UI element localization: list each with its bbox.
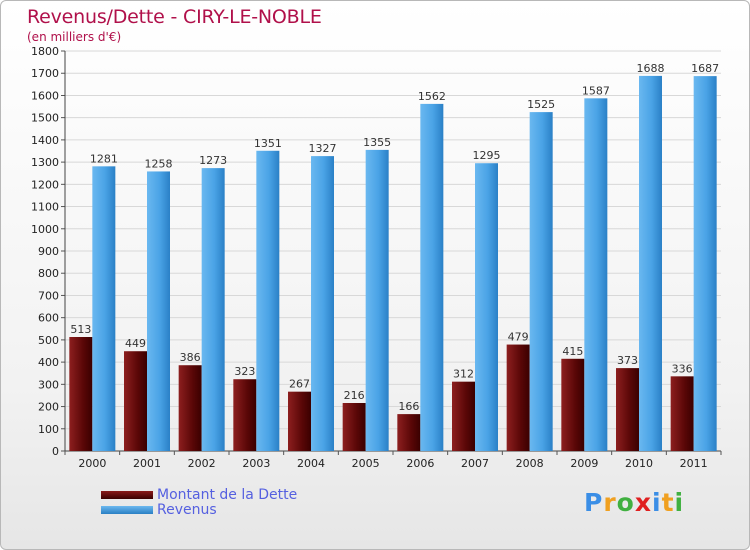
y-tick-label: 1700 <box>31 67 59 80</box>
bar-dette <box>69 337 93 451</box>
y-tick-label: 600 <box>38 312 59 325</box>
bar-revenus <box>475 163 498 451</box>
y-tick-label: 1800 <box>31 45 59 58</box>
x-tick-label: 2000 <box>78 457 106 470</box>
bar-revenus <box>92 166 116 452</box>
bar-revenus <box>420 103 444 451</box>
y-tick-label: 0 <box>52 445 59 458</box>
bar-dette <box>561 358 585 451</box>
y-tick-label: 300 <box>38 378 59 391</box>
bar-dette <box>452 381 475 451</box>
logo-letter: P <box>584 488 604 517</box>
data-label: 1688 <box>637 62 665 75</box>
y-tick-label: 1100 <box>31 201 59 214</box>
data-label: 386 <box>180 351 201 364</box>
data-label: 312 <box>453 368 474 381</box>
bar-revenus <box>365 149 389 451</box>
x-tick-label: 2001 <box>133 457 161 470</box>
data-label: 1525 <box>527 98 555 111</box>
data-label: 216 <box>344 389 365 402</box>
x-tick-label: 2007 <box>461 457 489 470</box>
legend-item-revenus: Revenus <box>101 502 217 518</box>
y-tick-label: 1400 <box>31 134 59 147</box>
data-label: 336 <box>672 362 693 375</box>
data-label: 1351 <box>254 137 282 150</box>
bar-dette <box>233 379 257 451</box>
y-tick-label: 900 <box>38 245 59 258</box>
logo-letter: i <box>652 488 662 517</box>
x-tick-label: 2003 <box>242 457 270 470</box>
y-tick-label: 100 <box>38 423 59 436</box>
bar-revenus <box>147 171 170 451</box>
bar-revenus <box>201 168 225 451</box>
data-label: 1355 <box>363 136 391 149</box>
logo-letter: o <box>616 488 635 517</box>
data-label: 1687 <box>691 62 719 75</box>
logo-letter: r <box>603 488 617 517</box>
legend-swatch-dette <box>101 491 153 499</box>
x-tick-label: 2011 <box>680 457 708 470</box>
data-label: 1587 <box>582 84 610 97</box>
x-tick-label: 2009 <box>570 457 598 470</box>
y-tick-label: 1500 <box>31 112 59 125</box>
y-tick-label: 800 <box>38 267 59 280</box>
logo-letter: x <box>634 488 652 517</box>
legend-label-dette: Montant de la Dette <box>157 487 298 503</box>
legend-swatch-revenus <box>101 506 153 514</box>
x-tick-label: 2006 <box>406 457 434 470</box>
x-tick-label: 2008 <box>516 457 544 470</box>
data-label: 1281 <box>90 152 118 165</box>
y-tick-label: 1300 <box>31 156 59 169</box>
data-label: 1258 <box>145 157 173 170</box>
chart-subtitle: (en milliers d'€) <box>27 30 122 44</box>
y-tick-label: 700 <box>38 289 59 302</box>
bar-dette <box>397 414 421 451</box>
bar-dette <box>506 344 530 451</box>
y-tick-label: 1200 <box>31 178 59 191</box>
x-tick-label: 2002 <box>188 457 216 470</box>
data-label: 373 <box>617 354 638 367</box>
data-label: 1562 <box>418 90 446 103</box>
bar-revenus <box>311 156 334 451</box>
bar-dette <box>616 368 639 451</box>
data-label: 267 <box>289 378 310 391</box>
x-tick-label: 2004 <box>297 457 325 470</box>
legend-label-revenus: Revenus <box>157 502 217 518</box>
data-label: 166 <box>398 400 419 413</box>
bar-dette <box>124 351 147 451</box>
bar-revenus <box>256 150 280 451</box>
y-tick-label: 1600 <box>31 89 59 102</box>
legend-item-dette: Montant de la Dette <box>101 487 297 503</box>
y-tick-label: 500 <box>38 334 59 347</box>
data-label: 479 <box>508 331 529 344</box>
logo-letter: i <box>674 488 685 517</box>
y-tick-label: 400 <box>38 356 59 369</box>
data-label: 449 <box>125 337 146 350</box>
logo-letter: t <box>661 488 675 517</box>
data-label: 1295 <box>473 149 501 162</box>
y-tick-label: 1000 <box>31 223 59 236</box>
bar-revenus <box>693 76 717 451</box>
x-tick-label: 2005 <box>352 457 380 470</box>
data-label: 1327 <box>309 142 337 155</box>
bar-dette <box>288 391 311 451</box>
bar-dette <box>670 376 694 451</box>
data-label: 415 <box>562 345 583 358</box>
bar-dette <box>178 365 202 451</box>
chart-title: Revenus/Dette - CIRY-LE-NOBLE <box>27 6 322 28</box>
data-label: 323 <box>234 365 255 378</box>
x-tick-label: 2010 <box>625 457 653 470</box>
data-label: 513 <box>70 323 91 336</box>
data-label: 1273 <box>199 154 227 167</box>
bar-revenus <box>584 98 608 451</box>
bar-revenus <box>639 75 662 451</box>
proxiti-logo: Proxiti <box>584 488 684 517</box>
bar-revenus <box>529 112 553 451</box>
bar-dette <box>342 403 366 451</box>
y-tick-label: 200 <box>38 401 59 414</box>
